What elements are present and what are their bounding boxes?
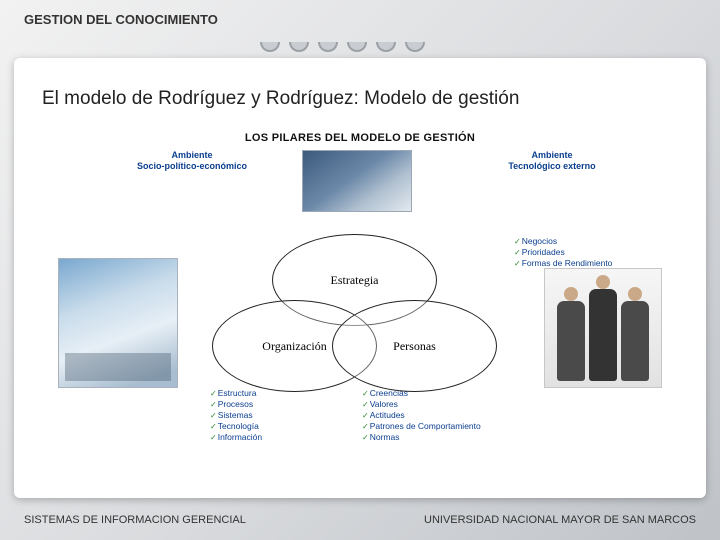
env-left-line1: Ambiente bbox=[171, 150, 212, 160]
ring-icon bbox=[318, 42, 338, 52]
venn-label-top: Estrategia bbox=[331, 273, 379, 288]
list-item: Actitudes bbox=[362, 410, 481, 421]
list-item: Patrones de Comportamiento bbox=[362, 421, 481, 432]
environment-right: Ambiente Tecnológico externo bbox=[472, 150, 632, 173]
organization-image bbox=[58, 258, 178, 388]
organizacion-list: Estructura Procesos Sistemas Tecnología … bbox=[210, 388, 262, 443]
list-item: Información bbox=[210, 432, 262, 443]
ring-icon bbox=[289, 42, 309, 52]
list-item: Sistemas bbox=[210, 410, 262, 421]
list-item: Normas bbox=[362, 432, 481, 443]
binder-rings bbox=[260, 42, 425, 52]
footer-right: UNIVERSIDAD NACIONAL MAYOR DE SAN MARCOS bbox=[424, 514, 696, 526]
venn-label-left: Organización bbox=[262, 339, 326, 354]
people-image bbox=[544, 268, 662, 388]
ring-icon bbox=[405, 42, 425, 52]
personas-list: Creencias Valores Actitudes Patrones de … bbox=[362, 388, 481, 443]
list-item: Prioridades bbox=[514, 247, 612, 258]
list-item: Valores bbox=[362, 399, 481, 410]
environment-left: Ambiente Socio-político-económico bbox=[112, 150, 272, 173]
estrategia-list: Negocios Prioridades Formas de Rendimien… bbox=[514, 236, 612, 269]
list-item: Formas de Rendimiento bbox=[514, 258, 612, 269]
handshake-image bbox=[302, 150, 412, 212]
ring-icon bbox=[260, 42, 280, 52]
person-silhouette-icon bbox=[621, 301, 649, 381]
person-silhouette-icon bbox=[557, 301, 585, 381]
ring-icon bbox=[376, 42, 396, 52]
list-item: Tecnología bbox=[210, 421, 262, 432]
env-left-line2: Socio-político-económico bbox=[137, 161, 247, 171]
list-item: Procesos bbox=[210, 399, 262, 410]
list-item: Negocios bbox=[514, 236, 612, 247]
person-silhouette-icon bbox=[589, 289, 617, 381]
page-title: El modelo de Rodríguez y Rodríguez: Mode… bbox=[42, 88, 678, 110]
page-card: El modelo de Rodríguez y Rodríguez: Mode… bbox=[14, 58, 706, 498]
diagram-subtitle: LOS PILARES DEL MODELO DE GESTIÓN bbox=[42, 132, 678, 144]
list-item: Creencias bbox=[362, 388, 481, 399]
list-item: Estructura bbox=[210, 388, 262, 399]
env-right-line2: Tecnológico externo bbox=[508, 161, 595, 171]
venn-label-right: Personas bbox=[393, 339, 436, 354]
venn-ellipse-personas: Personas bbox=[332, 300, 497, 392]
footer-left: SISTEMAS DE INFORMACION GERENCIAL bbox=[24, 514, 246, 526]
ring-icon bbox=[347, 42, 367, 52]
env-right-line1: Ambiente bbox=[531, 150, 572, 160]
slide-header: GESTION DEL CONOCIMIENTO bbox=[24, 12, 218, 27]
